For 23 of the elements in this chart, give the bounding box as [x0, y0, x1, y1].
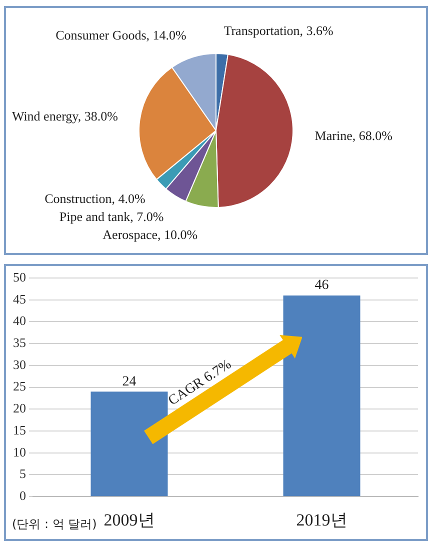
y-tick-label: 25	[13, 378, 26, 394]
text: (단위 : 억 달러)	[12, 517, 97, 532]
y-tick-label: 30	[13, 356, 26, 372]
y-tick-label: 5	[20, 466, 26, 482]
slice-label: Consumer Goods, 14.0%	[56, 27, 187, 42]
y-tick-label: 50	[13, 269, 26, 284]
slice-label: Pipe and tank, 7.0%	[59, 209, 164, 224]
data-label: 24	[122, 374, 136, 390]
data-label: 46	[314, 278, 329, 294]
slice-label: Wind energy, 38.0%	[12, 108, 118, 124]
x-tick-label: 2009년	[104, 510, 155, 530]
slice-label: Construction, 4.0%	[44, 191, 146, 206]
y-tick-label: 0	[20, 488, 26, 504]
y-tick-label: 40	[13, 313, 26, 328]
slice-label: Transportation, 3.6%	[224, 23, 334, 38]
slice-label: Aerospace, 10.0%	[102, 227, 198, 242]
x-tick-label: 2019년	[296, 510, 348, 530]
y-tick-label: 15	[13, 422, 26, 438]
y-tick-label: 20	[13, 400, 26, 416]
y-tick-label: 35	[13, 335, 26, 350]
y-tick-label: 45	[13, 291, 26, 306]
slice-label: Marine, 68.0%	[314, 128, 393, 144]
y-tick-label: 10	[13, 444, 26, 460]
